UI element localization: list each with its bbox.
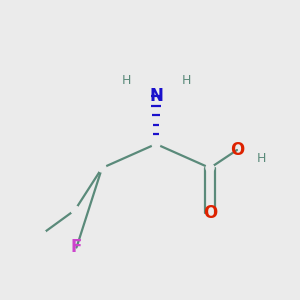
Text: H: H bbox=[256, 152, 266, 166]
Circle shape bbox=[152, 140, 160, 148]
Text: O: O bbox=[230, 141, 244, 159]
Text: H: H bbox=[121, 74, 131, 88]
Text: O: O bbox=[203, 204, 217, 222]
Text: H: H bbox=[181, 74, 191, 88]
Circle shape bbox=[206, 164, 214, 172]
Text: F: F bbox=[71, 238, 82, 256]
Circle shape bbox=[71, 206, 79, 214]
Circle shape bbox=[38, 230, 46, 238]
Circle shape bbox=[98, 164, 106, 172]
Text: N: N bbox=[149, 87, 163, 105]
